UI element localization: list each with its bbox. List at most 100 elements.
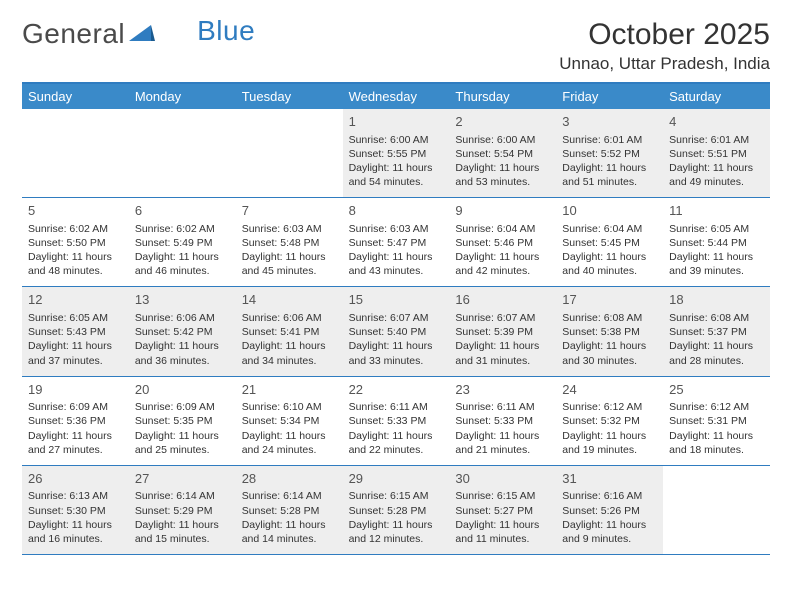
sunrise-text: Sunrise: 6:11 AM	[349, 400, 444, 414]
calendar-cell: 22Sunrise: 6:11 AMSunset: 5:33 PMDayligh…	[343, 377, 450, 465]
sunrise-text: Sunrise: 6:13 AM	[28, 489, 123, 503]
daylight-text: Daylight: 11 hours and 16 minutes.	[28, 518, 123, 546]
sunset-text: Sunset: 5:29 PM	[135, 504, 230, 518]
sunrise-text: Sunrise: 6:01 AM	[669, 133, 764, 147]
daylight-text: Daylight: 11 hours and 21 minutes.	[455, 429, 550, 457]
calendar-cell: 5Sunrise: 6:02 AMSunset: 5:50 PMDaylight…	[22, 198, 129, 286]
sunset-text: Sunset: 5:38 PM	[562, 325, 657, 339]
day-number: 30	[455, 470, 550, 488]
sunrise-text: Sunrise: 6:06 AM	[242, 311, 337, 325]
day-number: 28	[242, 470, 337, 488]
sunrise-text: Sunrise: 6:10 AM	[242, 400, 337, 414]
sunrise-text: Sunrise: 6:09 AM	[135, 400, 230, 414]
sunset-text: Sunset: 5:45 PM	[562, 236, 657, 250]
week-row: 19Sunrise: 6:09 AMSunset: 5:36 PMDayligh…	[22, 377, 770, 466]
calendar-cell: 30Sunrise: 6:15 AMSunset: 5:27 PMDayligh…	[449, 466, 556, 554]
day-number: 20	[135, 381, 230, 399]
day-number: 26	[28, 470, 123, 488]
calendar-cell: 8 Sunrise: 6:03 AMSunset: 5:47 PMDaylight…	[343, 198, 450, 286]
calendar-cell: 15Sunrise: 6:07 AMSunset: 5:40 PMDayligh…	[343, 287, 450, 375]
daylight-text: Daylight: 11 hours and 28 minutes.	[669, 339, 764, 367]
day-number: 8	[349, 202, 444, 220]
sunset-text: Sunset: 5:28 PM	[242, 504, 337, 518]
sunrise-text: Sunrise: 6:02 AM	[135, 222, 230, 236]
sunrise-text: Sunrise: 6:01 AM	[562, 133, 657, 147]
logo: General Blue	[22, 18, 255, 50]
calendar-cell: 4Sunrise: 6:01 AMSunset: 5:51 PMDaylight…	[663, 109, 770, 197]
day-header: Monday	[129, 84, 236, 109]
sunset-text: Sunset: 5:41 PM	[242, 325, 337, 339]
sunset-text: Sunset: 5:35 PM	[135, 414, 230, 428]
daylight-text: Daylight: 11 hours and 39 minutes.	[669, 250, 764, 278]
calendar-cell: 3Sunrise: 6:01 AMSunset: 5:52 PMDaylight…	[556, 109, 663, 197]
day-header: Wednesday	[343, 84, 450, 109]
week-row: 12Sunrise: 6:05 AMSunset: 5:43 PMDayligh…	[22, 287, 770, 376]
daylight-text: Daylight: 11 hours and 37 minutes.	[28, 339, 123, 367]
daylight-text: Daylight: 11 hours and 19 minutes.	[562, 429, 657, 457]
sunrise-text: Sunrise: 6:08 AM	[669, 311, 764, 325]
calendar-cell: 2Sunrise: 6:00 AMSunset: 5:54 PMDaylight…	[449, 109, 556, 197]
week-row: 26Sunrise: 6:13 AMSunset: 5:30 PMDayligh…	[22, 466, 770, 555]
day-number: 4	[669, 113, 764, 131]
sunset-text: Sunset: 5:47 PM	[349, 236, 444, 250]
daylight-text: Daylight: 11 hours and 34 minutes.	[242, 339, 337, 367]
calendar-cell: 1Sunrise: 6:00 AMSunset: 5:55 PMDaylight…	[343, 109, 450, 197]
sunrise-text: Sunrise: 6:11 AM	[455, 400, 550, 414]
day-number: 18	[669, 291, 764, 309]
calendar-cell: 11Sunrise: 6:05 AMSunset: 5:44 PMDayligh…	[663, 198, 770, 286]
sunrise-text: Sunrise: 6:03 AM	[349, 222, 444, 236]
daylight-text: Daylight: 11 hours and 42 minutes.	[455, 250, 550, 278]
calendar-cell: 20Sunrise: 6:09 AMSunset: 5:35 PMDayligh…	[129, 377, 236, 465]
daylight-text: Daylight: 11 hours and 30 minutes.	[562, 339, 657, 367]
sunrise-text: Sunrise: 6:07 AM	[349, 311, 444, 325]
daylight-text: Daylight: 11 hours and 27 minutes.	[28, 429, 123, 457]
day-number: 27	[135, 470, 230, 488]
sunrise-text: Sunrise: 6:07 AM	[455, 311, 550, 325]
sunrise-text: Sunrise: 6:14 AM	[242, 489, 337, 503]
week-row: 1Sunrise: 6:00 AMSunset: 5:55 PMDaylight…	[22, 109, 770, 198]
calendar-cell: 16Sunrise: 6:07 AMSunset: 5:39 PMDayligh…	[449, 287, 556, 375]
sunrise-text: Sunrise: 6:04 AM	[455, 222, 550, 236]
sunset-text: Sunset: 5:34 PM	[242, 414, 337, 428]
header: General Blue October 2025 Unnao, Uttar P…	[22, 18, 770, 74]
sunset-text: Sunset: 5:33 PM	[349, 414, 444, 428]
day-number: 10	[562, 202, 657, 220]
calendar-cell: 17Sunrise: 6:08 AMSunset: 5:38 PMDayligh…	[556, 287, 663, 375]
sunset-text: Sunset: 5:37 PM	[669, 325, 764, 339]
sunset-text: Sunset: 5:40 PM	[349, 325, 444, 339]
calendar-cell: 14Sunrise: 6:06 AMSunset: 5:41 PMDayligh…	[236, 287, 343, 375]
sunrise-text: Sunrise: 6:05 AM	[669, 222, 764, 236]
daylight-text: Daylight: 11 hours and 24 minutes.	[242, 429, 337, 457]
sunset-text: Sunset: 5:49 PM	[135, 236, 230, 250]
day-number: 25	[669, 381, 764, 399]
day-header: Friday	[556, 84, 663, 109]
sunset-text: Sunset: 5:39 PM	[455, 325, 550, 339]
daylight-text: Daylight: 11 hours and 25 minutes.	[135, 429, 230, 457]
day-header: Tuesday	[236, 84, 343, 109]
sunset-text: Sunset: 5:42 PM	[135, 325, 230, 339]
daylight-text: Daylight: 11 hours and 33 minutes.	[349, 339, 444, 367]
calendar: Sunday Monday Tuesday Wednesday Thursday…	[22, 82, 770, 555]
day-number: 1	[349, 113, 444, 131]
daylight-text: Daylight: 11 hours and 43 minutes.	[349, 250, 444, 278]
day-number: 29	[349, 470, 444, 488]
sunrise-text: Sunrise: 6:12 AM	[669, 400, 764, 414]
day-number: 5	[28, 202, 123, 220]
calendar-cell: 9Sunrise: 6:04 AMSunset: 5:46 PMDaylight…	[449, 198, 556, 286]
day-number: 12	[28, 291, 123, 309]
sunrise-text: Sunrise: 6:05 AM	[28, 311, 123, 325]
sunset-text: Sunset: 5:30 PM	[28, 504, 123, 518]
sunrise-text: Sunrise: 6:06 AM	[135, 311, 230, 325]
day-number: 11	[669, 202, 764, 220]
daylight-text: Daylight: 11 hours and 11 minutes.	[455, 518, 550, 546]
calendar-cell: 31Sunrise: 6:16 AMSunset: 5:26 PMDayligh…	[556, 466, 663, 554]
daylight-text: Daylight: 11 hours and 22 minutes.	[349, 429, 444, 457]
calendar-cell: 13Sunrise: 6:06 AMSunset: 5:42 PMDayligh…	[129, 287, 236, 375]
calendar-cell: 7Sunrise: 6:03 AMSunset: 5:48 PMDaylight…	[236, 198, 343, 286]
calendar-cell: 12Sunrise: 6:05 AMSunset: 5:43 PMDayligh…	[22, 287, 129, 375]
calendar-cell	[236, 109, 343, 197]
sunrise-text: Sunrise: 6:00 AM	[349, 133, 444, 147]
calendar-cell: 21Sunrise: 6:10 AMSunset: 5:34 PMDayligh…	[236, 377, 343, 465]
daylight-text: Daylight: 11 hours and 51 minutes.	[562, 161, 657, 189]
sunset-text: Sunset: 5:31 PM	[669, 414, 764, 428]
